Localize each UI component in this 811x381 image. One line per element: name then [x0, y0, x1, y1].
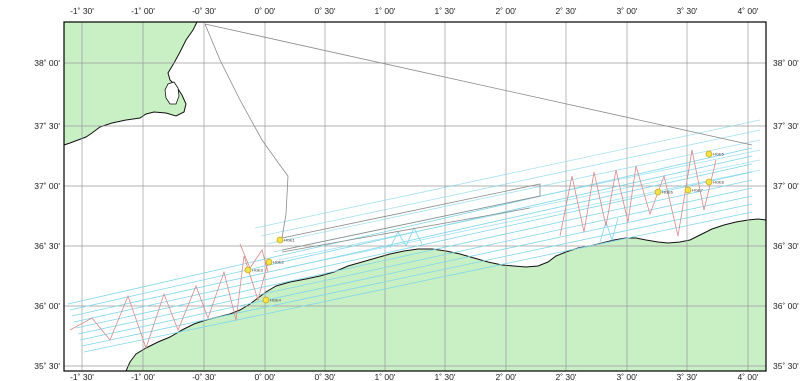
- cyan-survey-line: [266, 139, 761, 245]
- longitude-label-top: 1˚ 00': [375, 6, 396, 16]
- cyan-survey-line: [79, 195, 753, 341]
- latitude-label-right: 36˚ 00': [773, 301, 799, 311]
- station-marker[interactable]: [276, 236, 284, 244]
- graticule: [64, 22, 766, 371]
- station-marker[interactable]: [244, 266, 252, 274]
- latitude-label-left: 38˚ 00': [34, 58, 60, 68]
- longitude-label-bottom: -1˚ 00': [131, 372, 155, 381]
- cyan-zigzag: [389, 217, 619, 249]
- axis-labels: -1˚ 30' -1˚ 30' -1˚ 00' -1˚ 00' -0˚ 30' -0˚ 3…: [34, 6, 799, 381]
- cyan-survey-line: [81, 203, 753, 347]
- map-frame: [63, 21, 767, 372]
- longitude-label-bottom: 1˚ 30': [435, 372, 456, 381]
- red-zigzag-west: [69, 255, 269, 350]
- longitude-label-bottom: -1˚ 30': [70, 372, 94, 381]
- latitude-label-left: 36˚ 30': [34, 241, 60, 251]
- survey-tracks-red: [69, 149, 717, 350]
- transit-line: [204, 23, 753, 253]
- station-label: HGE6: [662, 190, 674, 195]
- red-zigzag-east: [559, 149, 717, 237]
- longitude-label-top: 0˚ 30': [315, 6, 336, 16]
- station-label: HGE3: [252, 268, 264, 273]
- latitude-label-left: 37˚ 00': [34, 181, 60, 191]
- longitude-label-bottom: 4˚ 00': [738, 372, 759, 381]
- longitude-label-bottom: 2˚ 00': [496, 372, 517, 381]
- cyan-survey-line: [254, 119, 761, 229]
- longitude-label-bottom: -0˚ 30': [192, 372, 216, 381]
- longitude-label-top: 3˚ 30': [677, 6, 698, 16]
- station-label: HGE2: [273, 260, 285, 265]
- station-marker[interactable]: [705, 150, 713, 158]
- station-label: HGE5: [713, 152, 725, 157]
- station-marker[interactable]: [654, 188, 662, 196]
- cyan-survey-line: [77, 187, 753, 335]
- latitude-label-right: 38˚ 00': [773, 58, 799, 68]
- station-marker[interactable]: [705, 178, 713, 186]
- longitude-label-top: 4˚ 00': [738, 6, 759, 16]
- red-track-segment: [239, 243, 269, 273]
- latitude-label-left: 37˚ 30': [34, 121, 60, 131]
- station-label: HGE8: [713, 180, 725, 185]
- latitude-label-right: 37˚ 30': [773, 121, 799, 131]
- station-label: HGE1: [284, 238, 296, 243]
- latitude-label-left: 36˚ 00': [34, 301, 60, 311]
- longitude-label-bottom: 3˚ 00': [617, 372, 638, 381]
- station-marker[interactable]: [262, 296, 270, 304]
- land-spain: [63, 21, 198, 146]
- station-layer: HGE1 HGE2 HGE3 HGE4 HGE5 HGE6 HGE7 HGE8: [244, 150, 725, 304]
- longitude-label-top: 3˚ 00': [617, 6, 638, 16]
- transit-track: [204, 23, 753, 253]
- longitude-label-bottom: 2˚ 30': [556, 372, 577, 381]
- latitude-label-right: 36˚ 30': [773, 241, 799, 251]
- lagoon: [164, 81, 180, 105]
- cyan-survey-line: [83, 211, 753, 353]
- longitude-label-top: 2˚ 00': [496, 6, 517, 16]
- station-marker[interactable]: [684, 186, 692, 194]
- station-label: HGE7: [692, 188, 704, 193]
- longitude-label-top: -1˚ 30': [70, 6, 94, 16]
- longitude-label-bottom: 0˚ 30': [315, 372, 336, 381]
- station-marker[interactable]: [265, 258, 273, 266]
- latitude-label-right: 37˚ 00': [773, 181, 799, 191]
- cyan-survey-line: [260, 129, 761, 237]
- longitude-label-top: -0˚ 30': [192, 6, 216, 16]
- longitude-label-bottom: 3˚ 30': [677, 372, 698, 381]
- longitude-label-bottom: 0˚ 00': [255, 372, 276, 381]
- cyan-survey-line: [71, 163, 753, 317]
- latitude-label-right: 35˚ 30': [773, 361, 799, 371]
- longitude-label-top: 2˚ 30': [556, 6, 577, 16]
- cyan-survey-line: [284, 169, 761, 269]
- longitude-label-top: 1˚ 30': [435, 6, 456, 16]
- station-label: HGE4: [270, 298, 282, 303]
- cyan-survey-line: [73, 171, 753, 323]
- latitude-label-left: 35˚ 30': [34, 361, 60, 371]
- cyan-survey-line: [69, 155, 753, 311]
- longitude-label-bottom: 1˚ 00': [375, 372, 396, 381]
- longitude-label-top: -1˚ 00': [131, 6, 155, 16]
- longitude-label-top: 0˚ 00': [255, 6, 276, 16]
